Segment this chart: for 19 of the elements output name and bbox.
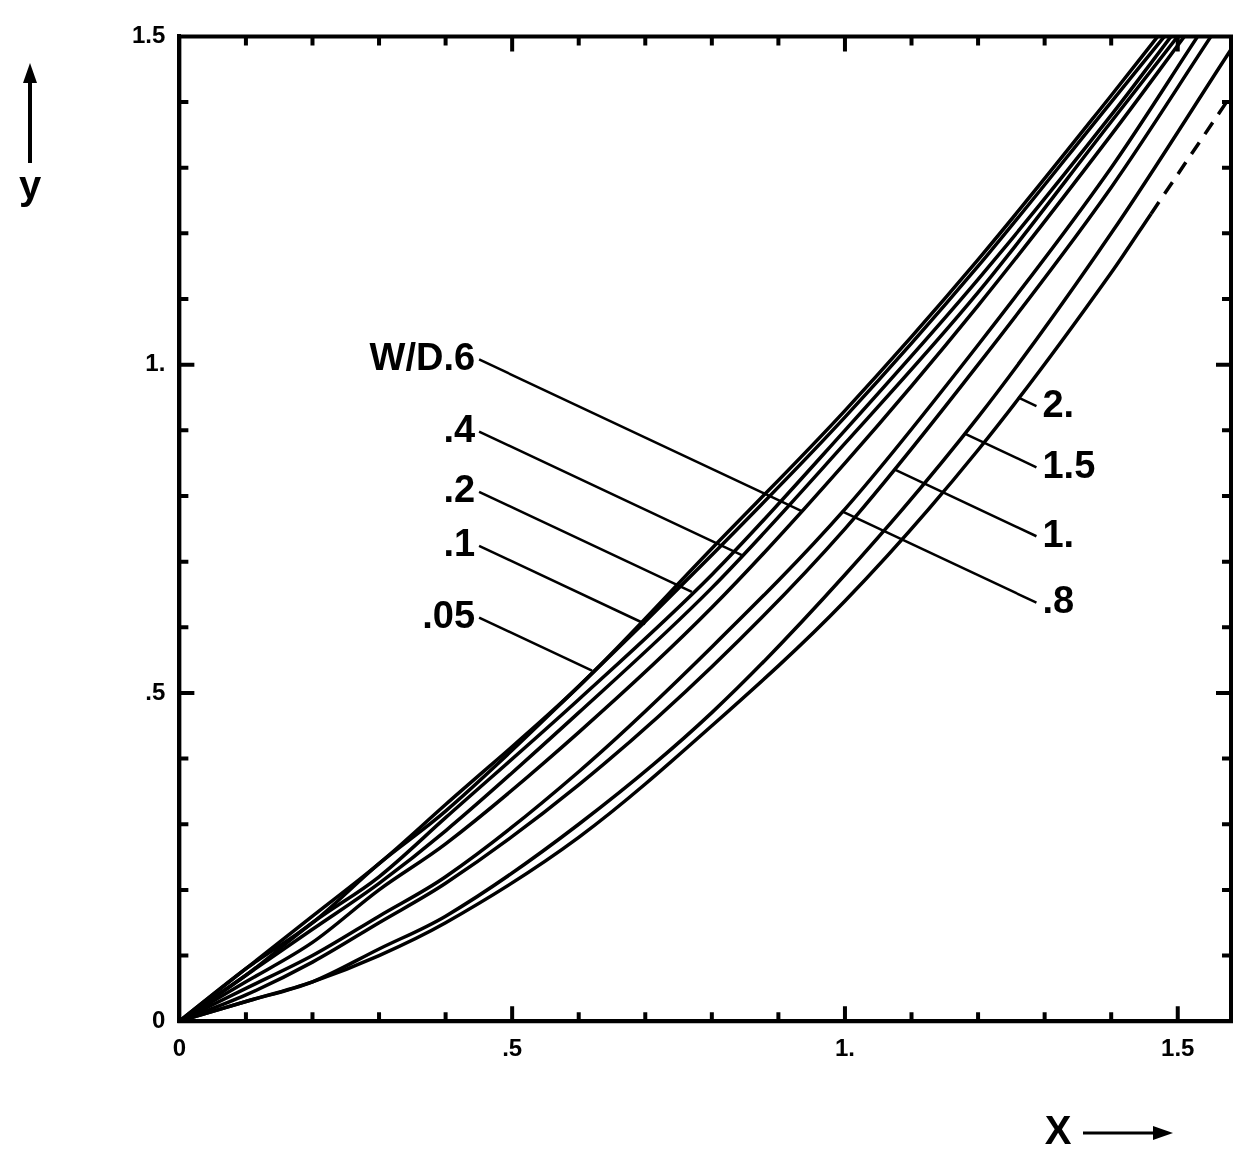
y-axis-title: y bbox=[18, 163, 42, 208]
x-tick-label: 1.5 bbox=[1161, 1034, 1195, 1062]
y-tick-label: 1.5 bbox=[131, 21, 166, 49]
annotation: W/D.6 bbox=[369, 335, 476, 378]
annotation: .4 bbox=[443, 408, 476, 451]
annotation: .8 bbox=[1042, 579, 1075, 622]
x-axis-title: X bbox=[1044, 1108, 1072, 1153]
y-tick-label: 1. bbox=[145, 349, 166, 377]
y-tick-label: .5 bbox=[145, 677, 166, 705]
annotation: .05 bbox=[422, 594, 476, 637]
annotation: .2 bbox=[443, 468, 476, 511]
annotation: 1.5 bbox=[1042, 443, 1096, 486]
x-tick-label: .5 bbox=[502, 1034, 523, 1062]
x-tick-label: 0 bbox=[172, 1034, 187, 1062]
x-tick-label: 1. bbox=[834, 1034, 855, 1062]
y-tick-label: 0 bbox=[152, 1005, 166, 1033]
annotation: 2. bbox=[1042, 382, 1075, 425]
annotation: 1. bbox=[1042, 512, 1075, 555]
annotation: .1 bbox=[443, 522, 476, 565]
